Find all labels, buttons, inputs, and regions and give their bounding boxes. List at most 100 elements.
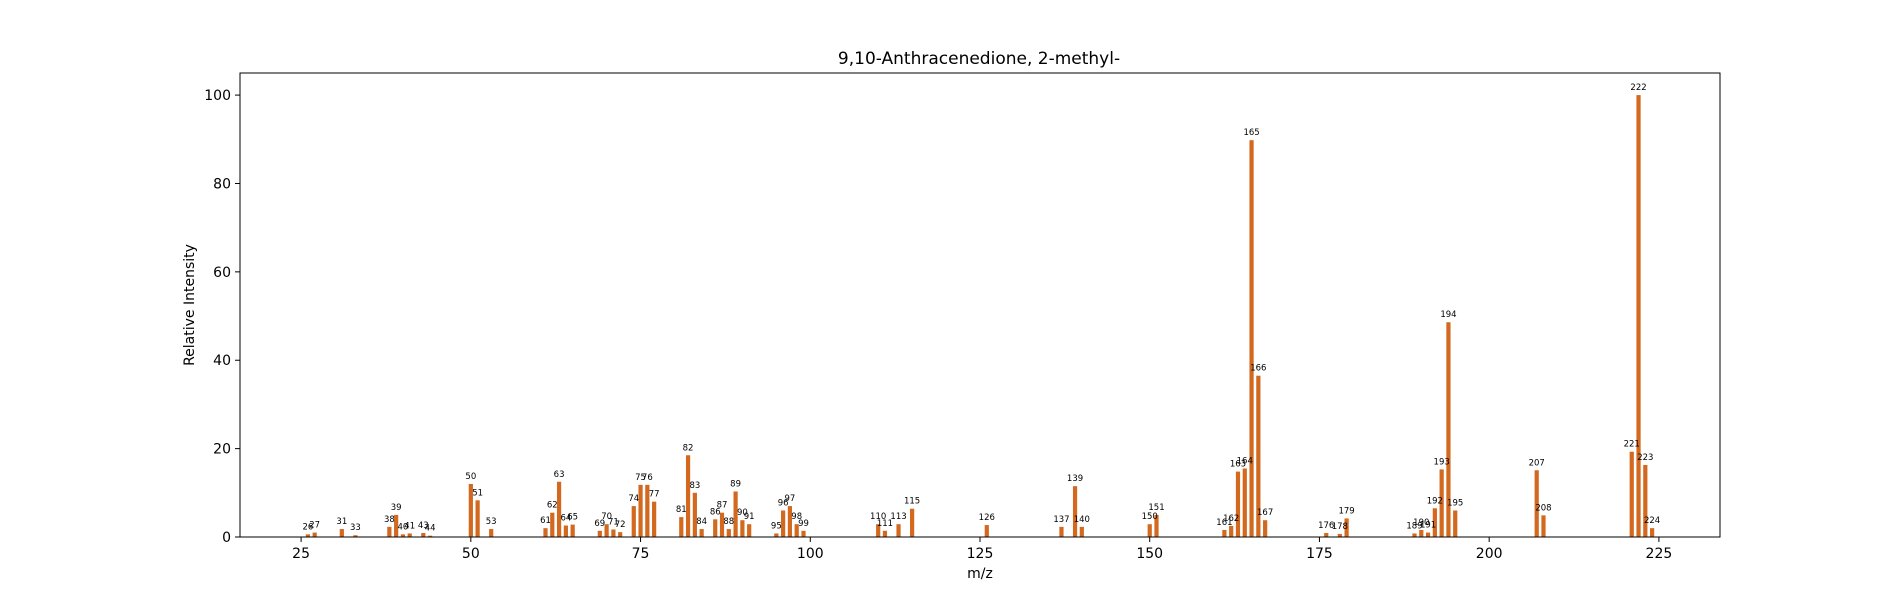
peak-bar <box>570 524 575 537</box>
peak-bar <box>1412 533 1417 537</box>
peak-bar <box>685 455 691 537</box>
x-axis-label: m/z <box>967 566 993 582</box>
peak-bar <box>1147 524 1152 537</box>
x-tick-label: 125 <box>967 546 994 562</box>
peak-label: 195 <box>1447 498 1463 508</box>
peak-label: 221 <box>1624 440 1640 450</box>
peak-bar <box>733 491 738 537</box>
peak-bar <box>794 524 799 537</box>
peak-bar <box>726 529 731 537</box>
peak-bar <box>699 529 704 537</box>
peak-bar <box>1324 533 1329 537</box>
peak-label: 61 <box>540 516 551 526</box>
peak-bar <box>1432 508 1437 537</box>
peak-label: 126 <box>979 513 995 523</box>
peak-bar <box>1079 526 1084 537</box>
x-tick-label: 50 <box>462 546 480 562</box>
peak-bar <box>1235 471 1241 537</box>
y-tick-label: 0 <box>222 530 231 546</box>
peak-label: 193 <box>1434 457 1450 467</box>
peak-bar <box>312 532 317 537</box>
peak-bar <box>468 483 473 537</box>
peak-bar <box>489 529 494 537</box>
peak-label: 77 <box>649 490 660 500</box>
peak-label: 44 <box>425 524 436 534</box>
x-tick-label: 225 <box>1646 546 1673 562</box>
peak-bar <box>740 520 745 537</box>
peak-bar <box>597 530 602 537</box>
peak-label: 64 <box>560 514 571 524</box>
peak-label: 75 <box>635 473 646 483</box>
peak-bar <box>427 535 433 537</box>
x-tick-label: 100 <box>797 546 824 562</box>
peak-label: 50 <box>465 472 476 482</box>
peak-bar <box>1534 470 1539 537</box>
peak-bar <box>1446 322 1451 537</box>
peak-bar <box>1344 518 1349 537</box>
y-tick-label: 60 <box>213 265 231 281</box>
peak-label: 139 <box>1067 474 1083 484</box>
peak-label: 98 <box>791 512 802 522</box>
peak-label: 110 <box>870 512 886 522</box>
peak-bar <box>692 492 697 537</box>
peak-label: 88 <box>723 517 734 527</box>
peak-bar <box>1249 140 1254 538</box>
x-tick-label: 75 <box>632 546 650 562</box>
peak-bar <box>801 530 806 537</box>
y-tick-label: 100 <box>204 88 231 104</box>
x-tick-label: 175 <box>1306 546 1333 562</box>
peak-bar <box>1263 520 1268 537</box>
peak-bar <box>400 534 406 537</box>
peak-bar <box>631 506 636 537</box>
peak-label: 40 <box>398 522 409 532</box>
peak-bar <box>1636 95 1641 537</box>
peak-label: 137 <box>1053 515 1069 525</box>
peak-label: 166 <box>1250 364 1266 374</box>
peak-bar <box>1222 529 1227 537</box>
y-tick-label: 20 <box>213 442 231 458</box>
peak-bar <box>305 534 310 537</box>
peak-bar <box>543 528 548 537</box>
peak-bar <box>604 524 609 537</box>
peak-label: 90 <box>737 508 748 518</box>
peak-label: 161 <box>1216 518 1232 528</box>
peak-label: 176 <box>1318 521 1334 531</box>
peak-bar <box>747 524 752 537</box>
peak-label: 33 <box>350 523 361 533</box>
peak-bar <box>1229 525 1234 537</box>
peak-label: 83 <box>689 481 700 491</box>
peak-label: 95 <box>771 521 782 531</box>
peak-bar <box>1453 510 1458 537</box>
peak-label: 31 <box>336 517 347 527</box>
peak-bar <box>1643 464 1648 537</box>
peak-label: 223 <box>1637 453 1653 463</box>
peak-label: 81 <box>676 505 687 515</box>
peak-label: 191 <box>1420 521 1436 531</box>
peak-label: 224 <box>1644 516 1660 526</box>
chart-title: 9,10-Anthracenedione, 2-methyl- <box>838 49 1120 69</box>
peak-bar <box>556 481 562 537</box>
y-axis-ticks: 0 20 40 60 80 100 <box>204 88 240 546</box>
peak-bar <box>387 526 392 537</box>
peak-label: 53 <box>486 517 497 527</box>
y-axis-label: Relative Intensity <box>182 244 198 366</box>
peak-bar <box>876 524 881 537</box>
bars-layer <box>305 95 1655 538</box>
peak-bar <box>713 519 718 537</box>
peak-bar <box>1337 533 1342 537</box>
y-tick-label: 40 <box>213 353 231 369</box>
peak-label: 91 <box>744 512 755 522</box>
peak-bar <box>1419 529 1424 537</box>
peak-label: 96 <box>778 498 789 508</box>
peak-bar <box>774 533 779 537</box>
peak-label: 190 <box>1413 518 1429 528</box>
peak-bar <box>1541 515 1546 537</box>
peak-label: 99 <box>798 519 809 529</box>
x-tick-label: 25 <box>292 546 310 562</box>
peak-bar <box>1439 469 1444 537</box>
peak-label: 76 <box>642 473 653 483</box>
peak-bar <box>638 484 643 537</box>
peak-label: 179 <box>1338 506 1354 516</box>
